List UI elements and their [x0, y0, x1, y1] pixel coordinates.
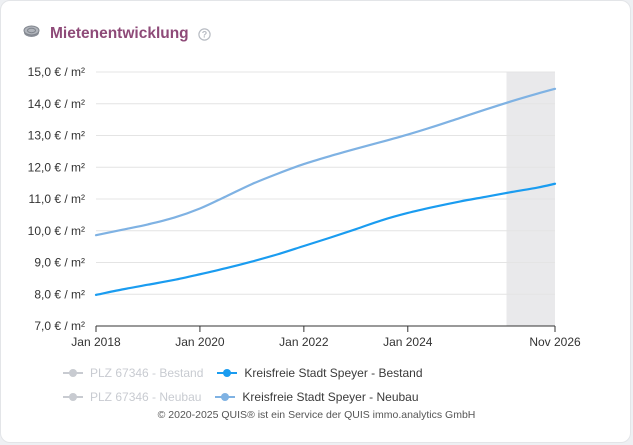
y-tick-label: 12,0 € / m² [28, 160, 85, 174]
x-tick-label: Nov 2026 [529, 335, 581, 349]
legend-label: PLZ 67346 - Neubau [90, 390, 202, 404]
svg-text:?: ? [201, 29, 207, 39]
question-circle-icon[interactable]: ? [197, 27, 211, 41]
x-tick-label: Jan 2022 [279, 335, 329, 349]
chart-legend: PLZ 67346 - Bestand Kreisfreie Stadt Spe… [63, 361, 583, 409]
legend-label: PLZ 67346 - Bestand [90, 366, 204, 380]
legend-marker-icon [63, 369, 83, 377]
rent-line-chart: 7,0 € / m² 8,0 € / m² 9,0 € / m² 10,0 € / m… [28, 65, 581, 349]
y-tick-label: 13,0 € / m² [28, 129, 85, 143]
y-tick-label: 15,0 € / m² [28, 65, 85, 79]
y-tick-label: 8,0 € / m² [34, 287, 85, 301]
y-tick-label: 10,0 € / m² [28, 224, 85, 238]
series-line-3[interactable] [94, 87, 557, 237]
legend-marker-icon [215, 393, 236, 401]
legend-marker-icon [63, 393, 83, 401]
legend-marker-icon [217, 369, 238, 377]
grid-lines [96, 71, 555, 295]
coins-stack-icon [23, 25, 40, 43]
legend-label: Kreisfreie Stadt Speyer - Neubau [242, 390, 419, 404]
card-header: Mietenentwicklung ? [23, 25, 211, 43]
y-tick-label: 7,0 € / m² [34, 319, 85, 333]
y-tick-label: 11,0 € / m² [29, 192, 85, 206]
legend-label: Kreisfreie Stadt Speyer - Bestand [244, 366, 423, 380]
x-tick-label: Jan 2020 [175, 335, 225, 349]
y-tick-label: 9,0 € / m² [34, 256, 85, 270]
card-title: Mietenentwicklung [50, 25, 189, 42]
copyright-footer: © 2020-2025 QUIS® ist ein Service der QU… [157, 409, 476, 421]
y-axis-ticks: 7,0 € / m² 8,0 € / m² 9,0 € / m² 10,0 € / m… [28, 65, 85, 333]
y-tick-label: 14,0 € / m² [28, 97, 85, 111]
legend-item-plz-bestand[interactable]: PLZ 67346 - Bestand [63, 361, 203, 385]
x-tick-label: Jan 2024 [383, 335, 433, 349]
x-tick-label: Jan 2018 [71, 335, 121, 349]
legend-item-plz-neubau[interactable]: PLZ 67346 - Neubau [63, 385, 201, 409]
legend-item-speyer-bestand[interactable]: Kreisfreie Stadt Speyer - Bestand [217, 361, 423, 385]
x-axis-ticks: Jan 2018 Jan 2020 Jan 2022 Jan 2024 Nov 2026 [71, 326, 581, 349]
series-lines [94, 87, 557, 296]
legend-item-speyer-neubau[interactable]: Kreisfreie Stadt Speyer - Neubau [215, 385, 419, 409]
series-line-1[interactable] [94, 182, 557, 296]
